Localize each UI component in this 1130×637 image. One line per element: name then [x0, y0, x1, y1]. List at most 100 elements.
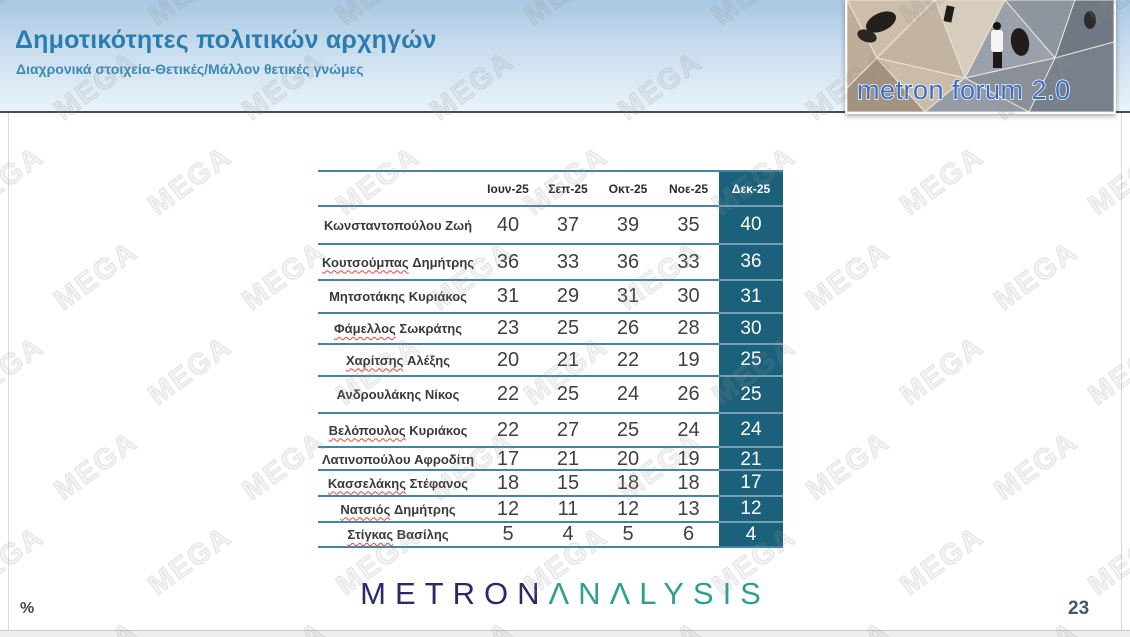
people-silhouettes: [857, 5, 1096, 68]
percent-note: %: [20, 600, 35, 617]
value-cell: 28: [658, 312, 719, 343]
value-cell: 13: [658, 495, 719, 521]
metron-forum-logo: metron forum 2.0: [845, 0, 1116, 114]
value-cell: 39: [598, 205, 658, 243]
value-cell: 4: [538, 521, 598, 546]
column-header: Οκτ-25: [598, 170, 658, 205]
politician-surname: Κωνσταντοπούλου: [323, 217, 442, 233]
value-cell: 6: [658, 521, 719, 546]
politician-surname: Νατσιός: [340, 501, 391, 517]
politician-surname: Χαρίτσης: [346, 352, 404, 368]
value-cell: 33: [538, 243, 598, 279]
value-cell: 33: [658, 243, 719, 279]
mega-watermark: MEGA: [988, 235, 1085, 318]
table-row: Κουτσούμπας Δημήτρης 36 33 36 33 36: [318, 243, 783, 279]
value-cell: 22: [478, 375, 538, 412]
mega-watermark: MEGA: [142, 140, 239, 223]
table-header-row: Ιουν-25 Σεπ-25 Οκτ-25 Νοε-25 Δεκ-25: [318, 170, 783, 205]
value-highlight-cell: 40: [719, 205, 783, 243]
politician-surname: Κουτσούμπας: [321, 254, 409, 270]
slide-right-border: [1121, 113, 1122, 630]
politician-name: Ανδρουλάκης Νίκος: [318, 375, 478, 412]
politician-surname: Κασσελάκης: [327, 475, 406, 491]
value-cell: 22: [598, 343, 658, 375]
value-cell: 36: [598, 243, 658, 279]
mega-watermark: MEGA: [894, 330, 991, 413]
column-header: Νοε-25: [658, 170, 719, 205]
mega-watermark: MEGA: [800, 235, 897, 318]
table-row: Στίγκας Βασίλης 5 4 5 6 4: [318, 521, 783, 546]
value-cell: 25: [538, 312, 598, 343]
value-highlight-cell: 30: [719, 312, 783, 343]
value-cell: 25: [538, 375, 598, 412]
table-row: Νατσιός Δημήτρης 12 11 12 13 12: [318, 495, 783, 521]
plaza-photo: metron forum 2.0: [847, 0, 1114, 112]
bottom-strip: [0, 630, 1130, 637]
politician-name: Νατσιός Δημήτρης: [318, 495, 478, 521]
mega-watermark: MEGA: [800, 425, 897, 508]
value-cell: 26: [598, 312, 658, 343]
value-cell: 19: [658, 446, 719, 471]
table-row: Μητσοτάκης Κυριάκος 31 29 31 30 31: [318, 279, 783, 312]
value-cell: 15: [538, 469, 598, 495]
value-cell: 30: [658, 279, 719, 312]
column-header: Σεπ-25: [538, 170, 598, 205]
value-highlight-cell: 25: [719, 375, 783, 412]
mega-watermark: MEGA: [1082, 330, 1130, 413]
table-row: Βελόπουλος Κυριάκος 22 27 25 24 24: [318, 412, 783, 446]
metron-analysis-logo: METRONΛNΛLYSIS: [0, 576, 1130, 612]
politician-name: Κουτσούμπας Δημήτρης: [318, 243, 478, 279]
mega-watermark: MEGA: [894, 140, 991, 223]
value-cell: 36: [478, 243, 538, 279]
table-row: Ανδρουλάκης Νίκος 22 25 24 26 25: [318, 375, 783, 412]
value-cell: 21: [538, 343, 598, 375]
value-cell: 35: [658, 205, 719, 243]
value-cell: 11: [538, 495, 598, 521]
table-row: Κωνσταντοπούλου Ζωή 40 37 39 35 40: [318, 205, 783, 243]
politician-name: Χαρίτσης Αλέξης: [318, 343, 478, 375]
table-row: Χαρίτσης Αλέξης 20 21 22 19 25: [318, 343, 783, 375]
value-cell: 40: [478, 205, 538, 243]
mega-watermark: MEGA: [988, 425, 1085, 508]
slide-subtitle: Διαχρονικά στοιχεία-Θετικές/Μάλλον θετικ…: [16, 61, 364, 77]
value-highlight-cell: 36: [719, 243, 783, 279]
value-cell: 37: [538, 205, 598, 243]
politician-name: Κασσελάκης Στέφανος: [318, 469, 478, 495]
metron-analysis-logo-analysis: ΛNΛLYSIS: [548, 576, 770, 611]
politician-name: Μητσοτάκης Κυριάκος: [318, 279, 478, 312]
politician-name: Στίγκας Βασίλης: [318, 521, 478, 546]
mega-watermark: MEGA: [1082, 140, 1130, 223]
value-cell: 5: [598, 521, 658, 546]
table-corner-cell: [318, 170, 478, 205]
value-cell: 25: [598, 412, 658, 446]
politician-name: Λατινοπούλου Αφροδίτη: [318, 446, 478, 471]
value-cell: 18: [478, 469, 538, 495]
results-table: Ιουν-25 Σεπ-25 Οκτ-25 Νοε-25 Δεκ-25 Κωνσ…: [318, 170, 783, 548]
politician-surname: Φάμελλος: [334, 321, 396, 336]
politician-surname: Λατινοπούλου: [321, 452, 411, 467]
value-cell: 26: [658, 375, 719, 412]
politician-surname: Στίγκας: [347, 527, 394, 542]
metron-forum-logo-text: metron forum 2.0: [857, 75, 1071, 105]
table-row: Λατινοπούλου Αφροδίτη 17 21 20 19 21: [318, 446, 783, 471]
column-header-highlight: Δεκ-25: [719, 170, 783, 205]
value-cell: 18: [598, 469, 658, 495]
politician-surname: Μητσοτάκης: [329, 289, 406, 304]
value-highlight-cell: 31: [719, 279, 783, 312]
value-cell: 27: [538, 412, 598, 446]
mega-watermark: MEGA: [48, 235, 145, 318]
politician-name: Βελόπουλος Κυριάκος: [318, 412, 478, 446]
mega-watermark: MEGA: [142, 330, 239, 413]
value-cell: 31: [598, 279, 658, 312]
value-cell: 29: [538, 279, 598, 312]
value-cell: 24: [598, 375, 658, 412]
value-cell: 21: [538, 446, 598, 471]
value-cell: 31: [478, 279, 538, 312]
politician-name: Κωνσταντοπούλου Ζωή: [318, 205, 478, 243]
value-highlight-cell: 4: [719, 521, 783, 546]
value-cell: 17: [478, 446, 538, 471]
column-header: Ιουν-25: [478, 170, 538, 205]
table-row: Φάμελλος Σωκράτης 23 25 26 28 30: [318, 312, 783, 343]
value-highlight-cell: 24: [719, 412, 783, 446]
